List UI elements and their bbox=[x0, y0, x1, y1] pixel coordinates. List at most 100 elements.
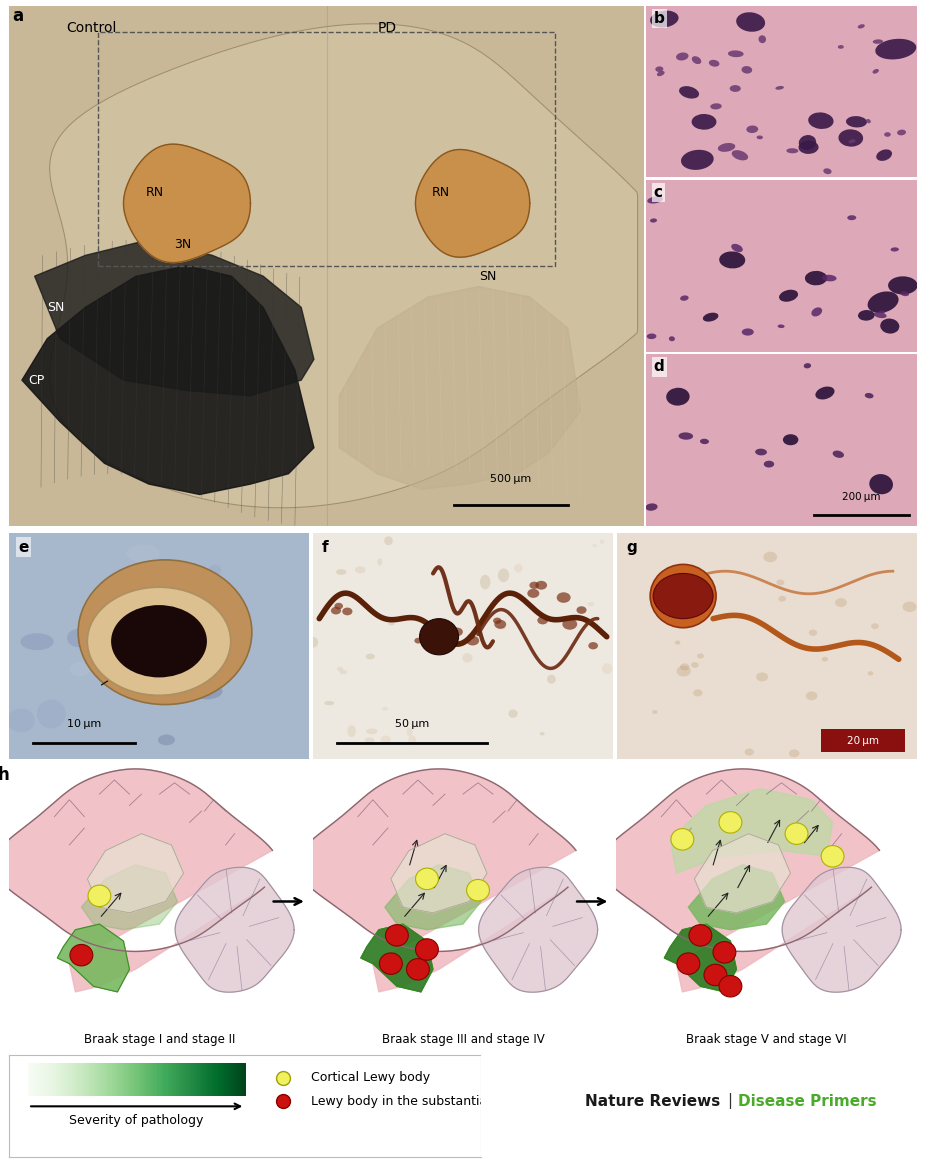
Polygon shape bbox=[175, 868, 294, 992]
Ellipse shape bbox=[757, 135, 763, 140]
Text: 20 μm: 20 μm bbox=[847, 736, 879, 745]
Ellipse shape bbox=[775, 86, 784, 90]
Circle shape bbox=[467, 636, 479, 645]
Ellipse shape bbox=[676, 52, 689, 60]
Ellipse shape bbox=[865, 393, 873, 399]
Ellipse shape bbox=[879, 311, 885, 313]
Ellipse shape bbox=[78, 559, 252, 705]
Text: PD: PD bbox=[378, 21, 396, 35]
Ellipse shape bbox=[593, 544, 596, 547]
Circle shape bbox=[414, 637, 422, 643]
Ellipse shape bbox=[872, 40, 883, 44]
Ellipse shape bbox=[858, 311, 875, 321]
Ellipse shape bbox=[340, 670, 347, 675]
Ellipse shape bbox=[874, 312, 886, 319]
Ellipse shape bbox=[650, 10, 679, 28]
Ellipse shape bbox=[866, 119, 870, 123]
Circle shape bbox=[588, 642, 598, 649]
Ellipse shape bbox=[816, 386, 834, 399]
Circle shape bbox=[88, 885, 111, 907]
Text: Lewy body in the substantia nigra: Lewy body in the substantia nigra bbox=[311, 1094, 524, 1107]
Ellipse shape bbox=[804, 363, 811, 369]
Ellipse shape bbox=[69, 662, 90, 677]
Ellipse shape bbox=[838, 45, 844, 49]
Ellipse shape bbox=[703, 313, 719, 322]
Ellipse shape bbox=[679, 86, 699, 99]
Circle shape bbox=[763, 551, 777, 562]
Polygon shape bbox=[416, 150, 530, 257]
Circle shape bbox=[745, 749, 754, 756]
Ellipse shape bbox=[808, 113, 833, 129]
Ellipse shape bbox=[681, 150, 714, 170]
Ellipse shape bbox=[355, 566, 366, 573]
Text: Severity of pathology: Severity of pathology bbox=[69, 1114, 204, 1127]
Ellipse shape bbox=[508, 709, 518, 718]
Ellipse shape bbox=[192, 683, 222, 699]
Ellipse shape bbox=[498, 569, 509, 583]
Ellipse shape bbox=[888, 277, 918, 294]
Ellipse shape bbox=[366, 728, 378, 734]
Ellipse shape bbox=[158, 735, 175, 745]
Text: 50 μm: 50 μm bbox=[395, 720, 430, 729]
Circle shape bbox=[343, 607, 353, 615]
Polygon shape bbox=[391, 834, 487, 913]
Ellipse shape bbox=[480, 575, 491, 590]
Text: SN: SN bbox=[479, 270, 496, 283]
Ellipse shape bbox=[547, 675, 556, 684]
Bar bbox=[821, 729, 905, 752]
Ellipse shape bbox=[832, 450, 844, 458]
Ellipse shape bbox=[875, 38, 916, 59]
Circle shape bbox=[871, 623, 879, 629]
Ellipse shape bbox=[650, 219, 657, 222]
Ellipse shape bbox=[309, 637, 319, 648]
Circle shape bbox=[779, 595, 786, 601]
Circle shape bbox=[675, 641, 681, 644]
Text: CP: CP bbox=[29, 373, 44, 386]
Ellipse shape bbox=[755, 449, 767, 456]
Ellipse shape bbox=[870, 475, 893, 494]
Ellipse shape bbox=[388, 622, 394, 626]
Polygon shape bbox=[34, 240, 314, 395]
Ellipse shape bbox=[782, 434, 798, 445]
Ellipse shape bbox=[710, 104, 721, 109]
Circle shape bbox=[331, 607, 341, 614]
Polygon shape bbox=[385, 865, 481, 929]
Circle shape bbox=[527, 588, 539, 598]
Ellipse shape bbox=[900, 292, 909, 297]
Ellipse shape bbox=[742, 328, 754, 336]
Polygon shape bbox=[782, 868, 901, 992]
Ellipse shape bbox=[736, 13, 765, 31]
Circle shape bbox=[868, 671, 873, 676]
Circle shape bbox=[704, 964, 727, 986]
Ellipse shape bbox=[868, 292, 898, 313]
Circle shape bbox=[903, 601, 917, 612]
Text: a: a bbox=[12, 7, 23, 24]
Text: |: | bbox=[727, 1093, 732, 1110]
Ellipse shape bbox=[650, 564, 716, 628]
Ellipse shape bbox=[764, 461, 774, 468]
Polygon shape bbox=[361, 925, 433, 992]
Polygon shape bbox=[694, 834, 791, 913]
Polygon shape bbox=[0, 769, 272, 992]
Circle shape bbox=[416, 939, 438, 961]
Circle shape bbox=[821, 657, 828, 662]
Ellipse shape bbox=[823, 169, 832, 174]
Ellipse shape bbox=[381, 736, 391, 743]
Circle shape bbox=[806, 692, 818, 700]
Text: Cortical Lewy body: Cortical Lewy body bbox=[311, 1071, 431, 1084]
Ellipse shape bbox=[365, 737, 374, 743]
Ellipse shape bbox=[602, 663, 612, 675]
Ellipse shape bbox=[680, 295, 689, 301]
Polygon shape bbox=[600, 769, 880, 992]
Ellipse shape bbox=[647, 197, 663, 204]
Ellipse shape bbox=[897, 129, 906, 135]
Ellipse shape bbox=[407, 728, 413, 736]
Text: d: d bbox=[654, 359, 665, 374]
Circle shape bbox=[557, 592, 570, 602]
Ellipse shape bbox=[384, 536, 393, 545]
Circle shape bbox=[677, 952, 700, 975]
Circle shape bbox=[530, 582, 539, 588]
Circle shape bbox=[689, 925, 712, 947]
Bar bbox=[98, 31, 555, 266]
Ellipse shape bbox=[408, 735, 416, 744]
